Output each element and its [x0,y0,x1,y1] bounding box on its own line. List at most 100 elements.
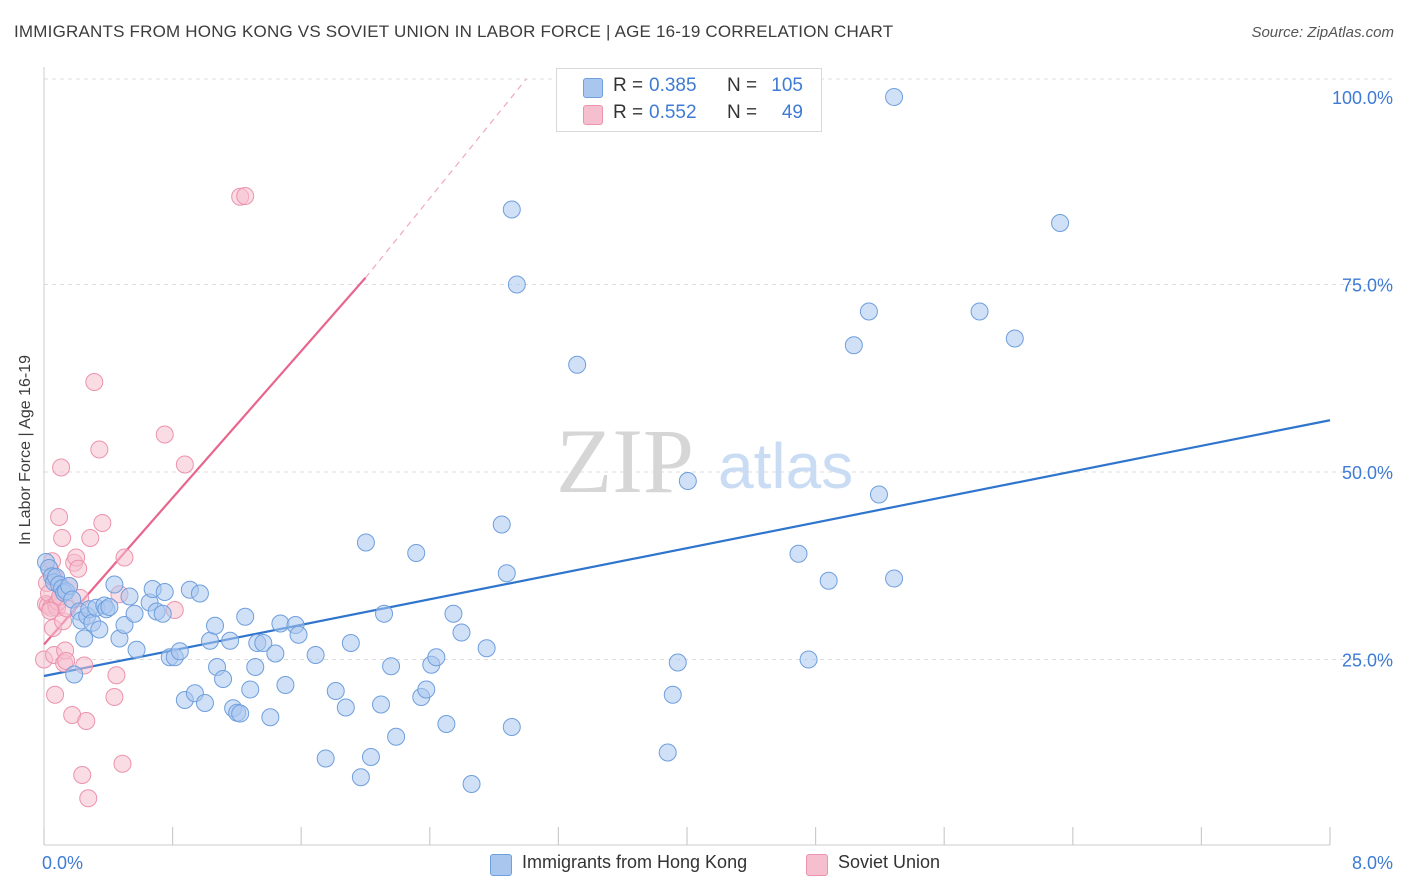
point-hong-kong [306,646,325,664]
point-hong-kong [90,620,109,639]
stats-row-hong-kong: R = 0.385 N = 105 [557,75,821,101]
point-hong-kong [427,648,446,667]
y-tick-labels: 25.0% 50.0% 75.0% 100.0% [1332,88,1393,671]
point-hong-kong [497,564,516,583]
point-soviet-union [73,766,92,784]
point-hong-kong [125,604,144,623]
stats-legend: R = 0.385 N = 105 R = 0.552 N = 49 [556,68,822,132]
point-hong-kong [819,571,838,590]
point-hong-kong [452,623,471,642]
trend-line-pink [43,277,367,646]
point-hong-kong [351,768,370,787]
n-label: N = [727,102,758,123]
point-soviet-union [113,754,132,773]
point-hong-kong [75,629,94,648]
watermark-atlas: atlas [718,430,853,502]
point-hong-kong [885,569,904,588]
point-soviet-union [69,559,88,578]
point-hong-kong [1005,329,1024,348]
points-soviet-union [35,187,255,808]
point-hong-kong [326,682,345,700]
source-label: Source: ZipAtlas.com [1251,24,1394,41]
point-hong-kong [663,685,682,704]
point-hong-kong [271,614,290,633]
point-soviet-union [50,508,69,526]
trend-line-hong-kong [43,419,1331,678]
point-hong-kong [190,584,209,603]
legend-swatch-pink [806,854,828,876]
point-soviet-union [93,514,112,532]
point-hong-kong [859,302,878,321]
point-hong-kong [658,743,677,762]
r-label: R = [613,75,644,96]
point-hong-kong [236,607,255,626]
point-hong-kong [382,657,401,676]
point-hong-kong [789,544,808,563]
point-hong-kong [361,748,380,766]
point-hong-kong [678,472,697,490]
point-hong-kong [65,665,84,684]
y-axis-label: In Labor Force | Age 16-19 [17,354,34,546]
n-label: N = [727,75,758,96]
point-hong-kong [206,616,225,635]
swatch-pink [583,105,603,125]
point-hong-kong [195,694,214,712]
y-tick-label: 25.0% [1342,651,1393,671]
point-soviet-union [41,601,60,620]
point-hong-kong [155,583,174,601]
point-soviet-union [90,440,109,459]
point-soviet-union [85,373,104,391]
point-hong-kong [869,485,888,504]
point-soviet-union [105,688,124,706]
point-hong-kong [477,639,496,658]
point-hong-kong [200,631,219,650]
point-soviet-union [57,652,76,670]
point-hong-kong [100,598,119,616]
point-hong-kong [568,355,587,374]
point-hong-kong [120,587,139,606]
point-hong-kong [170,642,189,661]
legend-label: Immigrants from Hong Kong [522,852,748,872]
point-hong-kong [502,718,521,736]
x-tick-label: 8.0% [1352,853,1393,873]
x-tick-label: 0.0% [42,853,83,873]
chart-title: IMMIGRANTS FROM HONG KONG VS SOVIET UNIO… [14,22,894,41]
point-hong-kong [507,275,526,294]
point-soviet-union [155,425,174,444]
watermark-zip: ZIP [556,410,694,512]
point-hong-kong [502,200,521,219]
point-hong-kong [970,302,989,321]
point-soviet-union [175,455,194,474]
r-value: 0.552 [649,102,697,123]
point-hong-kong [492,515,511,534]
point-hong-kong [844,336,863,355]
point-hong-kong [341,634,360,652]
gridlines [44,78,1394,660]
point-hong-kong [127,640,146,659]
point-hong-kong [417,680,436,699]
point-hong-kong [336,698,355,717]
point-soviet-union [79,789,98,808]
point-hong-kong [214,670,233,688]
point-hong-kong [241,680,260,699]
axes [43,67,1331,846]
point-hong-kong [316,749,335,768]
point-hong-kong [387,727,406,746]
point-hong-kong [221,631,240,650]
point-hong-kong [375,604,394,623]
point-soviet-union [52,458,71,477]
point-hong-kong [668,653,687,672]
trend-line-soviet-union [43,78,527,646]
point-hong-kong [153,604,172,623]
point-hong-kong [115,616,134,634]
r-value: 0.385 [649,75,697,96]
point-soviet-union [107,666,126,685]
n-value: 49 [781,102,803,123]
stats-row-soviet-union: R = 0.552 N = 49 [557,102,821,128]
n-value: 105 [771,75,803,96]
trend-line-blue [43,419,1331,678]
point-hong-kong [885,88,904,106]
y-tick-label: 75.0% [1342,276,1393,296]
y-axis-label-container: In Labor Force | Age 16-19 [6,300,46,600]
